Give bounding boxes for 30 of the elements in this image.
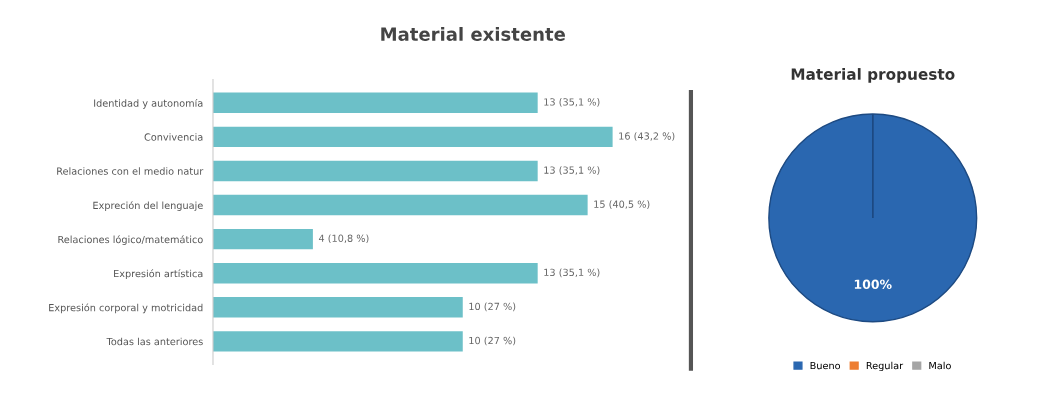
y-tick-label: Expreción del lenguaje <box>93 201 203 211</box>
legend-label: Regular <box>866 361 904 372</box>
y-tick-label: Relaciones con el medio natur <box>57 167 204 175</box>
data-label: 4 (10,8 %) <box>318 234 369 244</box>
data-label: 10 (27 %) <box>469 302 516 312</box>
chart-title: Material existente <box>381 27 565 41</box>
data-label: 15 (40,5 %) <box>594 200 650 209</box>
data-label: 13 (35,1 %) <box>544 166 600 175</box>
bar <box>212 262 538 284</box>
bar <box>212 297 463 318</box>
bar <box>212 92 538 114</box>
y-tick-label: Expresión artística <box>114 269 203 280</box>
y-tick-label: Relaciones lógico/matemático <box>58 235 203 246</box>
y-tick-label: Identidad y autonomía <box>94 98 203 109</box>
chart-title: Material propuesto <box>791 68 955 83</box>
data-label: 16 (43,2 %) <box>619 132 675 141</box>
y-tick-label: Convivencia <box>144 133 203 141</box>
y-tick-label: Expresión corporal y motricidad <box>49 303 203 314</box>
data-label: 13 (35,1 %) <box>544 268 600 278</box>
bar <box>212 160 538 182</box>
bar <box>212 228 313 250</box>
legend-label: Malo <box>929 361 951 370</box>
data-label: 10 (27 %) <box>469 336 516 346</box>
bar <box>212 194 588 216</box>
y-tick-label: Todas las anteriores <box>106 337 203 346</box>
legend-label: Bueno <box>810 362 841 370</box>
data-label: 13 (35,1 %) <box>544 98 600 107</box>
bar <box>212 331 463 352</box>
bar <box>212 126 613 148</box>
data-label: 100% <box>854 279 892 290</box>
